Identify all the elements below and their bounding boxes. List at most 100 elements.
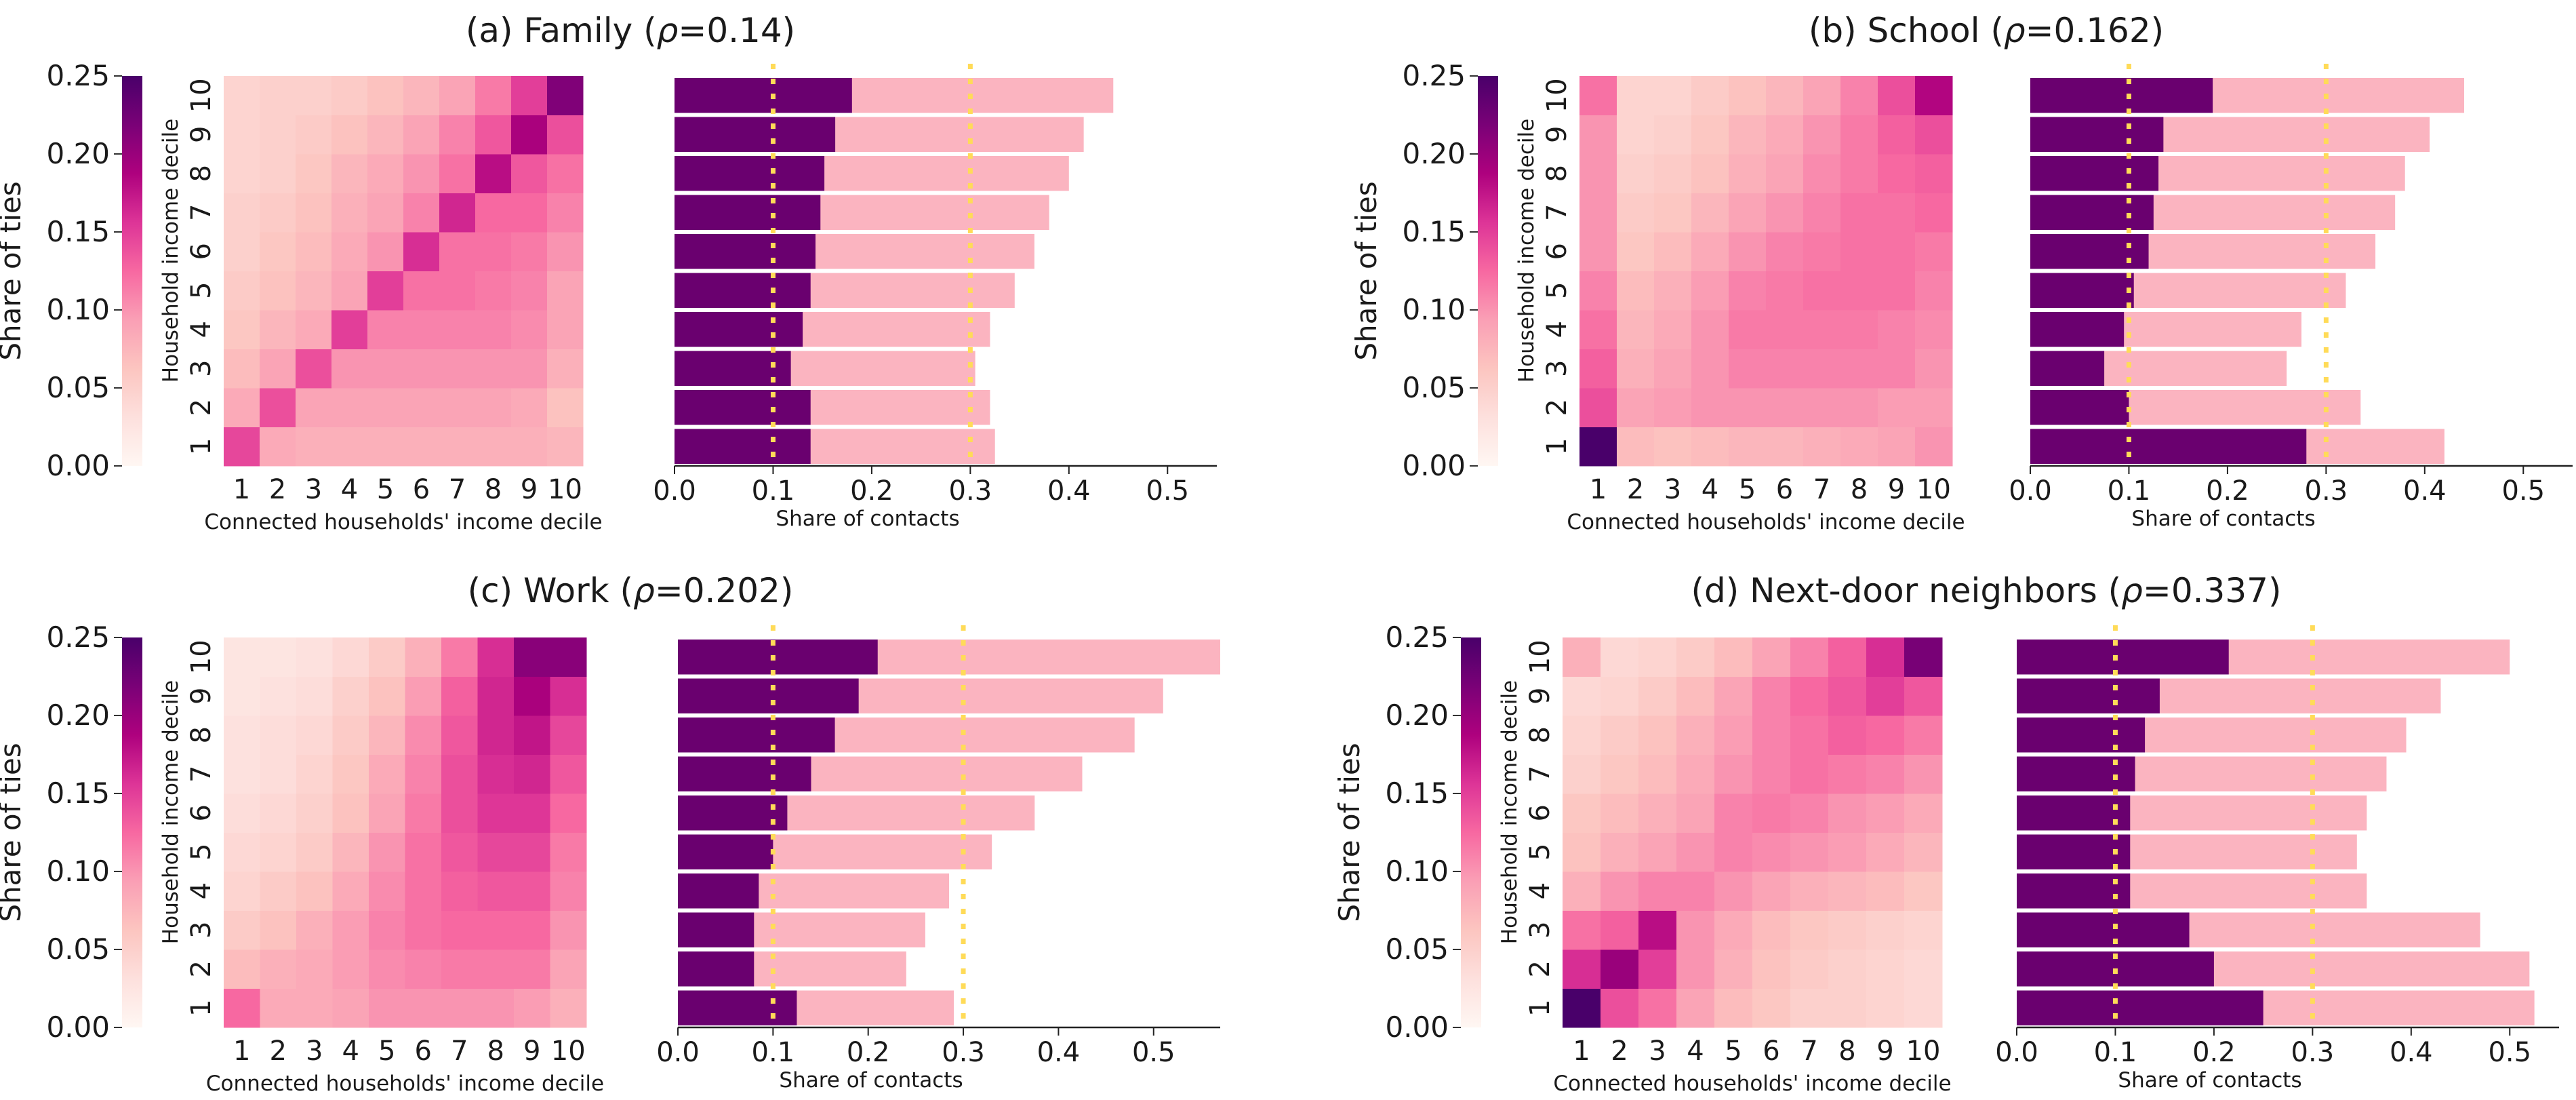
- bar-own-decile: [678, 795, 788, 831]
- heatmap-cell: [1563, 754, 1601, 794]
- heatmap-cell: [1904, 871, 1943, 911]
- heatmap-cell: [296, 193, 332, 233]
- bar-x-tick-label: 0.2: [847, 1037, 890, 1068]
- bar-x-tick-label: 0.3: [2291, 1037, 2335, 1068]
- heatmap-cell: [403, 349, 440, 389]
- heatmap-y-tick-label: 8: [186, 726, 217, 743]
- bar-x-label: Share of contacts: [2118, 1068, 2301, 1093]
- heatmap-cell: [296, 988, 333, 1028]
- heatmap-cell: [511, 427, 548, 467]
- heatmap-cell: [224, 988, 260, 1028]
- bar-x-tick-label: 0.4: [1047, 475, 1091, 507]
- chart-panel-1: (a) Family (ρ=0.14)0.000.050.100.150.200…: [0, 11, 1217, 534]
- heatmap-cell: [1691, 232, 1729, 271]
- heatmap-cell: [441, 637, 478, 677]
- heatmap-cell: [1691, 271, 1729, 311]
- bar-x-tick-label: 0.0: [653, 475, 696, 507]
- heatmap-cell: [224, 76, 260, 115]
- heatmap-cell: [1878, 388, 1916, 427]
- heatmap-cell: [296, 871, 333, 911]
- colorbar-tick-label: 0.25: [46, 621, 110, 654]
- heatmap-cell: [260, 949, 297, 989]
- heatmap-cell: [260, 715, 297, 755]
- heatmap-cell: [224, 676, 260, 716]
- heatmap-cell: [1638, 832, 1677, 872]
- colorbar-tick-label: 0.10: [46, 855, 110, 888]
- colorbar: [122, 637, 142, 1027]
- heatmap-cell: [1878, 76, 1916, 115]
- heatmap-x-tick-label: 5: [1739, 474, 1756, 505]
- heatmap-cell: [1840, 154, 1878, 193]
- colorbar-tick-label: 0.20: [46, 699, 110, 732]
- panel-title: (b) School (ρ=0.162): [1809, 11, 2164, 50]
- heatmap-cell: [369, 754, 405, 794]
- heatmap-cell: [1752, 793, 1791, 833]
- colorbar-tick-label: 0.15: [1402, 215, 1466, 248]
- heatmap-cell: [1866, 871, 1905, 911]
- heatmap-cell: [1803, 310, 1841, 349]
- heatmap-cell: [477, 871, 515, 911]
- heatmap-cell: [1878, 349, 1916, 389]
- heatmap-cell: [1617, 115, 1655, 155]
- heatmap-x-tick-label: 1: [233, 1036, 250, 1067]
- heatmap-cell: [296, 949, 333, 989]
- heatmap-cell: [332, 832, 369, 872]
- heatmap-cell: [260, 676, 297, 716]
- heatmap-cell: [511, 76, 548, 115]
- heatmap-y-tick-label: 10: [1542, 78, 1573, 113]
- heatmap-cell: [331, 232, 368, 271]
- heatmap-cell: [1617, 193, 1655, 233]
- heatmap-cell: [1915, 271, 1953, 311]
- heatmap-cell: [477, 637, 515, 677]
- heatmap-cell: [1915, 76, 1953, 115]
- heatmap-cell: [511, 388, 548, 427]
- heatmap-y-tick-label: 4: [186, 882, 217, 899]
- heatmap-cell: [441, 676, 478, 716]
- colorbar-tick-label: 0.00: [1385, 1010, 1449, 1044]
- bar-own-decile: [675, 429, 811, 464]
- heatmap-cell: [1803, 76, 1841, 115]
- bar-x-tick-label: 0.3: [942, 1037, 985, 1068]
- heatmap-cell: [1828, 715, 1867, 755]
- bar-own-decile: [2017, 873, 2131, 909]
- heatmap-cell: [1766, 388, 1804, 427]
- heatmap-cell: [1904, 832, 1943, 872]
- colorbar-tick-label: 0.25: [1402, 59, 1466, 92]
- heatmap-cell: [1563, 910, 1601, 950]
- heatmap-x-label: Connected households' income decile: [1567, 510, 1965, 534]
- heatmap-cell: [1617, 310, 1655, 349]
- heatmap-cell: [1714, 832, 1753, 872]
- heatmap-cell: [405, 871, 442, 911]
- heatmap-cell: [1803, 271, 1841, 311]
- colorbar-tick-label: 0.10: [1385, 855, 1449, 888]
- heatmap-cell: [1676, 637, 1715, 677]
- heatmap-cell: [475, 427, 512, 467]
- heatmap-cell: [405, 793, 442, 833]
- heatmap-cell: [1790, 988, 1829, 1028]
- heatmap-cell: [1904, 754, 1943, 794]
- heatmap-cell: [477, 676, 515, 716]
- heatmap-cell: [260, 193, 296, 233]
- heatmap-cell: [547, 388, 584, 427]
- heatmap-cell: [1617, 388, 1655, 427]
- heatmap-cell: [367, 310, 404, 349]
- heatmap-x-tick-label: 4: [1687, 1036, 1704, 1067]
- bar-own-decile: [678, 990, 797, 1025]
- heatmap-cell: [1878, 115, 1916, 155]
- heatmap-cell: [260, 832, 297, 872]
- heatmap-cell: [260, 388, 296, 427]
- heatmap-cell: [1904, 988, 1943, 1028]
- heatmap-cell: [1714, 910, 1753, 950]
- heatmap-cell: [514, 910, 550, 950]
- heatmap-cell: [1840, 271, 1878, 311]
- heatmap-cell: [260, 154, 296, 193]
- bar-own-decile: [678, 912, 754, 947]
- heatmap-cell: [477, 793, 515, 833]
- heatmap-cell: [550, 910, 587, 950]
- bar-x-tick-label: 0.5: [1146, 475, 1189, 507]
- heatmap-cell: [1866, 715, 1905, 755]
- heatmap-cell: [439, 310, 476, 349]
- heatmap-cell: [547, 76, 584, 115]
- heatmap-cell: [550, 949, 587, 989]
